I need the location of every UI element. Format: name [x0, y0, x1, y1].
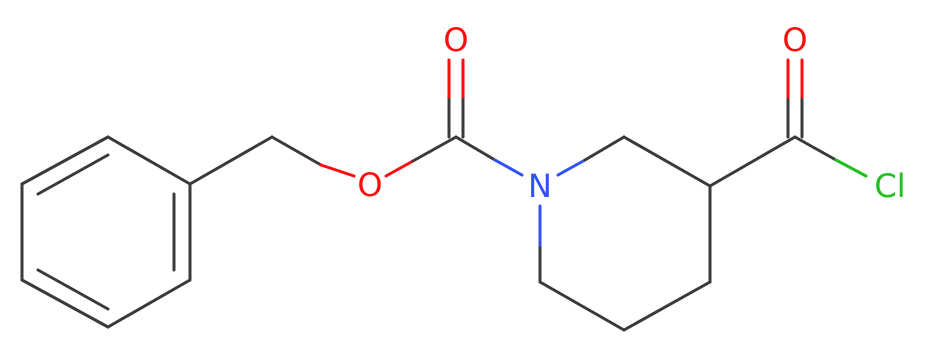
atom-labels: O O N O Cl	[357, 21, 905, 205]
bond	[384, 159, 415, 178]
bonds	[20, 58, 868, 332]
bond	[106, 135, 192, 186]
bond	[106, 278, 192, 329]
bond	[556, 158, 587, 177]
atom-label: Cl	[874, 167, 905, 205]
bond-inner	[36, 268, 110, 311]
bond	[583, 135, 626, 162]
bond	[270, 135, 323, 167]
atom-label: O	[357, 166, 382, 204]
bond	[411, 135, 458, 163]
bond-inner	[36, 153, 110, 196]
bond	[454, 135, 497, 162]
bond	[20, 135, 110, 186]
bond	[493, 158, 524, 177]
bond	[188, 135, 274, 186]
bond	[20, 278, 110, 329]
bond	[319, 163, 356, 178]
bond	[538, 280, 626, 332]
atom-label: N	[528, 167, 552, 205]
atom-label: O	[443, 21, 468, 59]
bond	[708, 135, 797, 188]
bond	[834, 158, 868, 178]
bond	[622, 135, 712, 188]
bond	[793, 135, 838, 162]
atom-label: O	[782, 21, 807, 59]
bond	[622, 280, 712, 332]
